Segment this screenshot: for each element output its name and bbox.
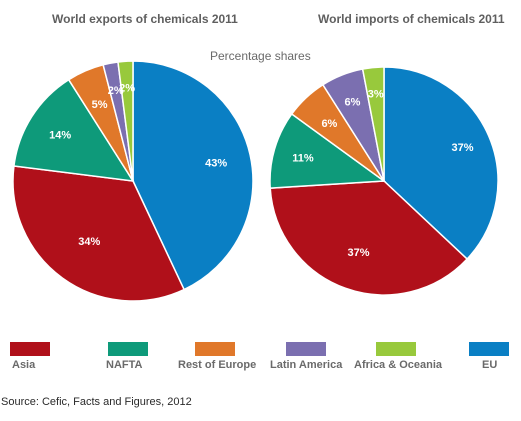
imports-slice-africa-oceania bbox=[361, 66, 385, 182]
legend-label-latin-america: Latin America bbox=[270, 359, 343, 371]
legend-label-nafta: NAFTA bbox=[106, 359, 143, 371]
exports-label-rest-of-europe: 5% bbox=[92, 99, 108, 111]
exports-slice-asia bbox=[12, 165, 186, 302]
legend-swatch-nafta bbox=[108, 342, 148, 356]
imports-label-nafta: 11% bbox=[292, 153, 314, 165]
legend-swatch-africa-oceania bbox=[376, 342, 416, 356]
exports-slice-africa-oceania bbox=[117, 60, 134, 182]
legend-swatch-rest-of-europe bbox=[195, 342, 235, 356]
imports-slice-asia bbox=[269, 180, 469, 296]
legend-label-asia: Asia bbox=[12, 359, 36, 371]
exports-slice-nafta bbox=[13, 78, 135, 182]
exports-label-asia: 34% bbox=[78, 236, 100, 248]
exports-slice-eu bbox=[132, 60, 254, 291]
imports-pie: 37% 37% 11% 6% 6% 3% bbox=[269, 66, 499, 296]
imports-label-africa-oceania: 3% bbox=[368, 89, 384, 101]
imports-slice-eu bbox=[383, 66, 499, 261]
legend-label-eu: EU bbox=[482, 359, 498, 371]
exports-label-eu: 43% bbox=[205, 157, 227, 169]
imports-label-latin-america: 6% bbox=[345, 97, 361, 109]
source-note: Source: Cefic, Facts and Figures, 2012 bbox=[1, 396, 192, 408]
legend-label-rest-of-europe: Rest of Europe bbox=[178, 359, 257, 371]
exports-label-nafta: 14% bbox=[49, 130, 71, 142]
exports-pie: 43%34%14%5%2%2% bbox=[12, 60, 254, 302]
exports-label-africa-oceania: 2% bbox=[119, 83, 135, 95]
legend-swatch-asia bbox=[10, 342, 50, 356]
imports-label-rest-of-europe: 6% bbox=[321, 118, 337, 130]
exports-chart-title: World exports of chemicals 2011 bbox=[52, 12, 238, 26]
imports-chart-title: World imports of chemicals 2011 bbox=[318, 12, 505, 26]
pie-charts: 43%34%14%5%2%2%37%37%11%6%6%3% bbox=[12, 60, 499, 302]
chart-subtitle: Percentage shares bbox=[210, 49, 311, 63]
legend-label-africa-oceania: Africa & Oceania bbox=[354, 359, 443, 371]
exports-label-latin-america: 2% bbox=[108, 85, 124, 97]
imports-label-asia: 37% bbox=[347, 247, 369, 259]
legend-swatch-latin-america bbox=[286, 342, 326, 356]
imports-label-eu: 37% bbox=[451, 142, 473, 154]
imports-slice-nafta bbox=[269, 112, 387, 189]
legend-swatch-eu bbox=[469, 342, 509, 356]
